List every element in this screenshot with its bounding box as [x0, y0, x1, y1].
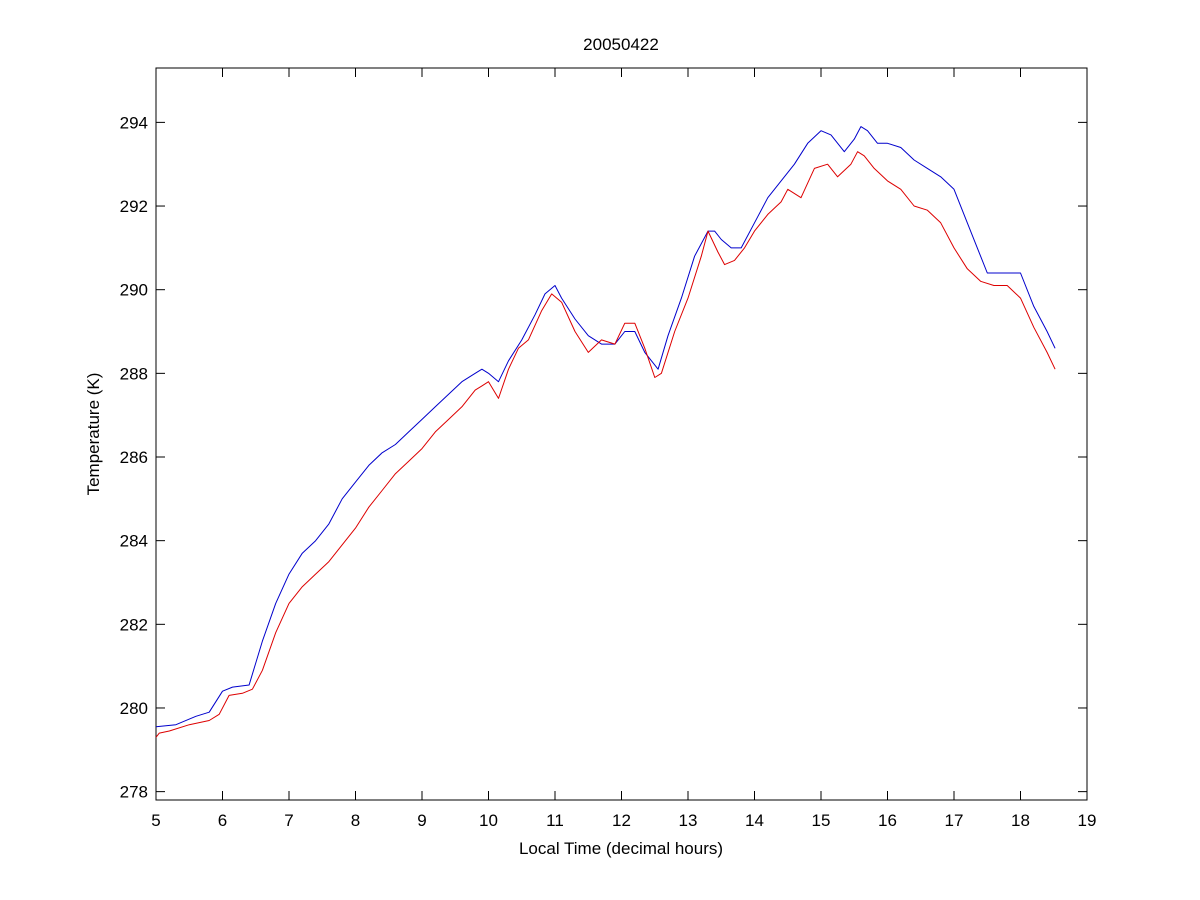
y-tick-label: 292	[120, 197, 148, 216]
x-tick-label: 18	[1011, 811, 1030, 830]
y-tick-label: 286	[120, 448, 148, 467]
y-tick-label: 278	[120, 783, 148, 802]
x-axis-title: Local Time (decimal hours)	[519, 839, 723, 858]
y-tick-label: 280	[120, 699, 148, 718]
y-axis-title: Temperature (K)	[84, 373, 103, 496]
series-layer	[155, 126, 1056, 738]
series-line-1	[155, 126, 1056, 728]
plot-area	[155, 67, 1088, 801]
x-tick-label: 12	[612, 811, 631, 830]
x-tick-label: 8	[351, 811, 360, 830]
x-tick-label: 14	[745, 811, 764, 830]
x-tick-label: 19	[1078, 811, 1097, 830]
x-tick-label: 11	[546, 811, 564, 830]
x-tick-label: 10	[479, 811, 498, 830]
tick-layer: 5 6 7 8 9 10 11 12 13 14 15 16 17 18 19 278 280 282 284 286…	[120, 68, 1097, 830]
x-tick-label: 16	[878, 811, 897, 830]
x-tick-label: 7	[284, 811, 293, 830]
y-tick-label: 294	[120, 113, 148, 132]
x-tick-label: 15	[812, 811, 831, 830]
x-tick-label: 9	[417, 811, 426, 830]
y-tick-label: 288	[120, 364, 148, 383]
x-tick-label: 17	[945, 811, 964, 830]
x-tick-label: 13	[679, 811, 698, 830]
x-tick-label: 5	[151, 811, 160, 830]
chart-title: 20050422	[583, 35, 659, 54]
x-tick-label: 6	[218, 811, 227, 830]
y-tick-label: 282	[120, 615, 148, 634]
series-line-2	[155, 151, 1056, 738]
y-tick-label: 290	[120, 281, 148, 300]
y-tick-label: 284	[120, 532, 148, 551]
